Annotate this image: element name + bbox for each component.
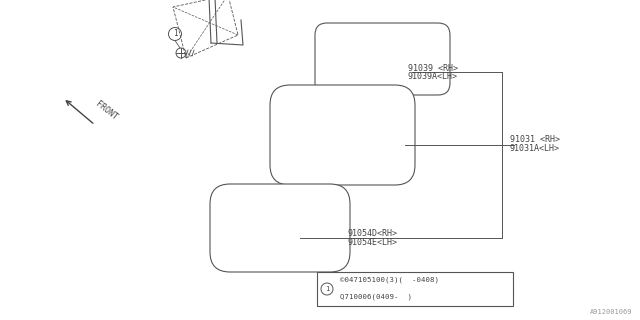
FancyBboxPatch shape [270, 85, 415, 185]
Text: 91031A<LH>: 91031A<LH> [510, 144, 560, 153]
Text: 91031 <RH>: 91031 <RH> [510, 135, 560, 144]
Text: 91054D<RH>: 91054D<RH> [348, 229, 398, 238]
FancyBboxPatch shape [315, 23, 450, 95]
Text: 1: 1 [173, 29, 177, 38]
Text: 91054E<LH>: 91054E<LH> [348, 238, 398, 247]
Text: 91039A<LH>: 91039A<LH> [408, 72, 458, 81]
Text: A912001069: A912001069 [589, 309, 632, 315]
Text: 1: 1 [325, 286, 329, 292]
Text: FRONT: FRONT [94, 100, 119, 122]
Text: ©047105100(3)(  -0408): ©047105100(3)( -0408) [340, 276, 439, 283]
FancyBboxPatch shape [210, 184, 350, 272]
Text: 91039 <RH>: 91039 <RH> [408, 64, 458, 73]
Text: Q710006(0409-  ): Q710006(0409- ) [340, 293, 412, 300]
Bar [317, 272, 513, 306]
